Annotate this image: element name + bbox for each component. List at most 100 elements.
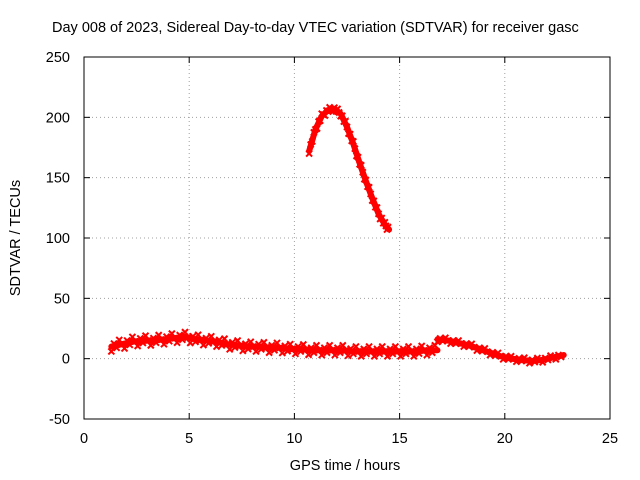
data-point — [357, 352, 365, 360]
data-point — [128, 333, 137, 341]
data-point — [412, 345, 421, 353]
data-point — [318, 351, 326, 359]
data-point — [357, 161, 365, 170]
data-point — [144, 336, 152, 345]
x-tick-label: 25 — [602, 431, 618, 447]
data-point — [165, 337, 173, 345]
data-point — [302, 345, 310, 354]
data-point — [241, 340, 250, 348]
data-point — [310, 348, 318, 357]
chart-title: Day 008 of 2023, Sidereal Day-to-day VTE… — [52, 20, 579, 36]
data-point — [557, 353, 565, 361]
data-point — [252, 347, 260, 356]
data-point — [262, 343, 271, 352]
y-tick-label: -50 — [49, 412, 70, 428]
data-point — [420, 346, 429, 355]
data-point — [351, 144, 359, 153]
data-point — [270, 346, 279, 354]
data-point — [394, 347, 402, 356]
grid-lines — [84, 57, 610, 419]
data-point — [228, 338, 237, 347]
data-point — [352, 342, 360, 351]
data-point — [386, 345, 394, 353]
data-point — [341, 346, 350, 355]
data-point — [370, 352, 379, 360]
data-point — [305, 149, 313, 158]
data-point — [191, 338, 200, 346]
data-point — [212, 342, 221, 351]
y-tick-label: 0 — [62, 352, 70, 368]
data-point — [365, 183, 373, 192]
data-point — [404, 342, 413, 351]
data-point — [225, 345, 234, 354]
data-point — [199, 341, 208, 349]
data-point — [112, 344, 121, 352]
data-point — [366, 190, 375, 198]
data-point — [215, 336, 223, 344]
data-point — [354, 153, 362, 161]
x-axis-label: GPS time / hours — [290, 458, 400, 474]
data-point — [391, 342, 400, 351]
data-point — [410, 352, 418, 360]
data-point — [204, 339, 213, 347]
data-point — [343, 123, 351, 131]
data-point — [136, 334, 144, 343]
data-point — [176, 331, 184, 339]
data-point — [170, 334, 179, 342]
data-point — [365, 342, 373, 351]
data-point — [344, 351, 352, 360]
data-point — [384, 223, 392, 231]
data-point — [375, 350, 384, 358]
data-point — [283, 347, 292, 355]
data-point — [336, 348, 344, 357]
data-point — [428, 348, 436, 357]
data-point — [341, 117, 350, 125]
y-tick-label: 100 — [46, 231, 70, 247]
data-point — [149, 334, 158, 342]
data-point — [407, 347, 415, 356]
series-2 — [305, 103, 393, 234]
data-point — [389, 350, 397, 358]
data-point — [346, 130, 354, 138]
data-point — [338, 112, 346, 120]
y-tick-label: 200 — [46, 110, 70, 126]
data-point — [249, 342, 258, 351]
data-point — [160, 340, 168, 348]
x-tick-label: 10 — [286, 431, 302, 447]
data-point — [286, 340, 294, 348]
data-point — [265, 348, 273, 357]
data-point — [308, 137, 316, 146]
data-point — [236, 341, 244, 350]
data-point — [194, 331, 202, 339]
data-point — [325, 341, 334, 350]
data-point — [291, 350, 300, 358]
data-point — [115, 336, 123, 344]
data-point — [281, 342, 289, 350]
data-point — [173, 338, 181, 347]
data-point — [312, 341, 321, 350]
data-point — [331, 351, 339, 359]
data-point — [544, 356, 552, 364]
data-point — [197, 336, 205, 344]
data-point — [538, 358, 547, 366]
data-point — [254, 340, 263, 348]
data-point — [220, 335, 229, 343]
data-point — [289, 345, 297, 353]
data-point — [141, 332, 150, 340]
data-point — [552, 355, 560, 363]
data-point — [247, 338, 255, 346]
data-point — [231, 343, 239, 352]
data-point — [415, 349, 423, 358]
data-point — [210, 337, 218, 346]
data-point — [120, 344, 129, 353]
y-tick-label: 150 — [46, 171, 70, 187]
x-tick-label: 20 — [497, 431, 513, 447]
data-point — [223, 340, 231, 348]
x-tick-label: 15 — [392, 431, 408, 447]
data-point — [110, 339, 118, 348]
data-point — [131, 337, 139, 346]
data-point — [123, 336, 131, 345]
data-point — [154, 331, 163, 339]
data-point — [399, 345, 407, 353]
